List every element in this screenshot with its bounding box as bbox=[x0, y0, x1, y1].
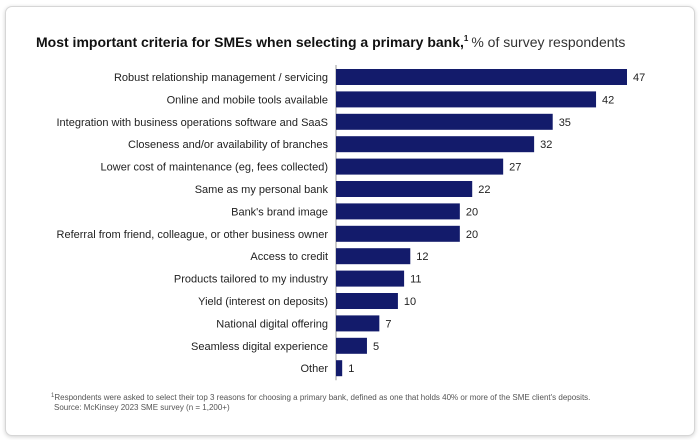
category-label: Closeness and/or availability of branche… bbox=[128, 139, 328, 151]
bar bbox=[336, 270, 405, 287]
category-label: Same as my personal bank bbox=[195, 184, 329, 196]
value-label: 1 bbox=[348, 363, 354, 375]
footnote-marker: 1 bbox=[51, 393, 55, 399]
value-label: 12 bbox=[416, 251, 428, 263]
bar bbox=[336, 181, 473, 197]
bar bbox=[336, 360, 343, 377]
value-label: 35 bbox=[559, 117, 571, 129]
category-label: Products tailored to my industry bbox=[174, 274, 329, 286]
bar bbox=[336, 203, 460, 220]
value-label: 20 bbox=[466, 206, 478, 218]
category-label: Lower cost of maintenance (eg, fees coll… bbox=[101, 162, 328, 174]
value-label: 5 bbox=[373, 341, 379, 353]
footnote: 1Respondents were asked to select their … bbox=[51, 393, 590, 413]
value-label: 10 bbox=[404, 296, 416, 308]
title-footnote-ref: 1 bbox=[463, 34, 469, 43]
bars bbox=[336, 69, 627, 377]
bar bbox=[336, 293, 398, 309]
title-unit: % of survey respondents bbox=[471, 34, 626, 50]
category-label: Integration with business operations sof… bbox=[57, 117, 329, 129]
value-label: 22 bbox=[478, 184, 490, 196]
bar bbox=[336, 315, 380, 332]
bar bbox=[336, 113, 553, 130]
bar bbox=[336, 91, 597, 108]
category-label: Yield (interest on deposits) bbox=[198, 296, 328, 308]
value-label: 42 bbox=[602, 94, 614, 106]
footnote-source: Source: McKinsey 2023 SME survey (n = 1,… bbox=[54, 403, 230, 412]
title-main: Most important criteria for SMEs when se… bbox=[36, 34, 464, 50]
chart-title: Most important criteria for SMEs when se… bbox=[36, 33, 625, 51]
category-label: Other bbox=[300, 363, 328, 375]
value-label: 47 bbox=[633, 72, 645, 84]
category-label: National digital offering bbox=[216, 318, 328, 330]
bar bbox=[336, 248, 411, 265]
value-label: 11 bbox=[410, 274, 421, 286]
category-labels: Robust relationship management / servici… bbox=[57, 72, 329, 375]
value-label: 20 bbox=[466, 229, 478, 241]
category-label: Referral from friend, colleague, or othe… bbox=[57, 229, 329, 241]
bar bbox=[336, 158, 504, 175]
category-label: Robust relationship management / servici… bbox=[114, 72, 328, 84]
bar bbox=[336, 69, 627, 85]
category-label: Bank's brand image bbox=[231, 206, 328, 218]
category-label: Online and mobile tools available bbox=[167, 94, 328, 106]
category-label: Seamless digital experience bbox=[191, 341, 328, 353]
bar bbox=[336, 337, 367, 354]
footnote-text-line: 1Respondents were asked to select their … bbox=[51, 393, 590, 403]
value-label: 7 bbox=[385, 318, 391, 330]
bar bbox=[336, 225, 460, 242]
footnote-text: Respondents were asked to select their t… bbox=[54, 393, 591, 402]
value-label: 32 bbox=[540, 139, 552, 151]
category-label: Access to credit bbox=[250, 251, 328, 263]
bar bbox=[336, 136, 535, 153]
value-label: 27 bbox=[509, 162, 521, 174]
